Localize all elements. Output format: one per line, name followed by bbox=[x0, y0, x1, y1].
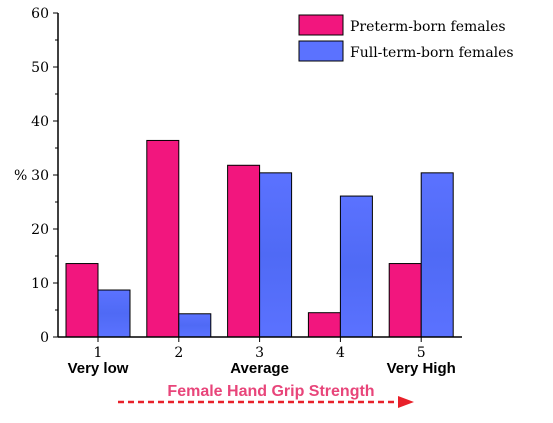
bar-fullterm-1 bbox=[97, 289, 131, 338]
y-tick-label: 10 bbox=[31, 276, 49, 292]
x-tick-label-3: 3 bbox=[255, 345, 264, 361]
x-tick-label-1: 1 bbox=[94, 345, 103, 361]
bar-preterm-1 bbox=[65, 263, 99, 338]
bar-preterm-4 bbox=[307, 312, 341, 338]
category-description-1: Very low bbox=[68, 360, 129, 377]
y-ticks-layer: 0 10 20 30 40 50 60 bbox=[31, 6, 58, 346]
y-axis-label: % bbox=[14, 168, 27, 184]
bars-layer bbox=[65, 139, 454, 338]
bar-fullterm-3 bbox=[259, 172, 293, 338]
y-tick-label: 0 bbox=[40, 330, 49, 346]
bar-preterm-3 bbox=[227, 164, 261, 338]
x-tick-label-2: 2 bbox=[174, 345, 183, 361]
category-description-3: Average bbox=[230, 360, 289, 377]
y-tick-label: 40 bbox=[31, 114, 49, 130]
x-tick-label-4: 4 bbox=[336, 345, 345, 361]
bar-fullterm-4 bbox=[339, 195, 373, 338]
direction-arrow-head bbox=[398, 396, 414, 408]
x-tick-label-5: 5 bbox=[417, 345, 426, 361]
bar-fullterm-2 bbox=[178, 313, 212, 338]
y-tick-label: 60 bbox=[31, 6, 49, 22]
category-description-5: Very High bbox=[387, 360, 456, 377]
bar-preterm-2 bbox=[146, 139, 180, 338]
x-axis-title: Female Hand Grip Strength bbox=[167, 383, 374, 400]
legend-swatch-fullterm bbox=[298, 40, 344, 62]
bar-preterm-5 bbox=[388, 263, 422, 338]
bar-fullterm-5 bbox=[420, 172, 454, 338]
legend-swatch-preterm bbox=[298, 14, 344, 36]
y-tick-label: 30 bbox=[31, 168, 49, 184]
y-tick-label: 50 bbox=[31, 60, 49, 76]
legend-label-preterm: Preterm-born females bbox=[350, 19, 506, 35]
legend: Preterm-born females Full-term-born fema… bbox=[298, 14, 514, 62]
y-tick-label: 20 bbox=[31, 222, 49, 238]
legend-label-fullterm: Full-term-born females bbox=[350, 45, 514, 61]
